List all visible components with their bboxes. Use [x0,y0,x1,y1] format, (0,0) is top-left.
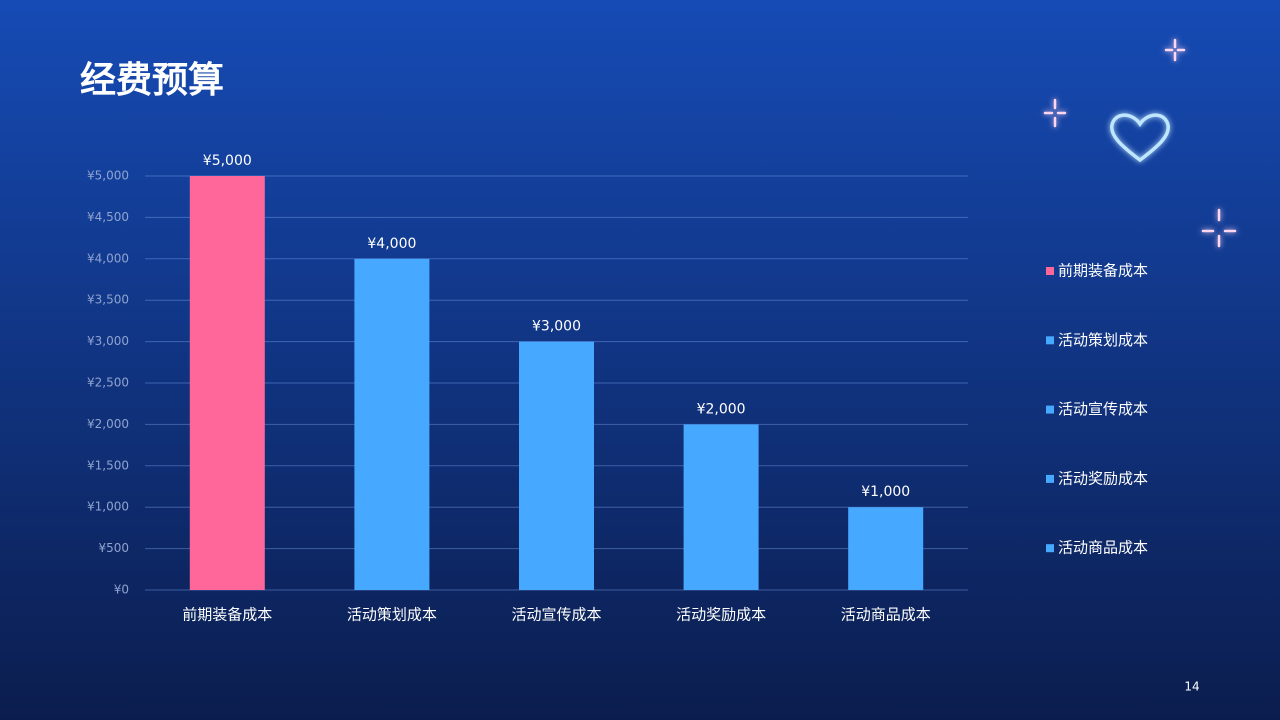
decoration [1043,38,1237,248]
x-tick-label: 前期装备成本 [182,606,272,624]
bar [683,424,759,590]
bar [354,258,430,590]
y-tick-label: ¥500 [98,541,129,555]
legend-swatch [1046,405,1054,414]
page-number: 14 [1184,680,1199,694]
y-tick-label: ¥4,500 [87,210,129,224]
legend-label: 前期装备成本 [1058,262,1148,280]
legend-label: 活动商品成本 [1058,539,1148,557]
legend-swatch [1046,544,1054,553]
y-tick-label: ¥1,000 [87,500,129,514]
y-tick-label: ¥0 [114,583,129,597]
value-label: ¥4,000 [367,236,416,252]
y-tick-label: ¥2,000 [87,417,129,431]
value-label: ¥2,000 [697,401,746,417]
x-tick-label: 活动宣传成本 [511,606,601,624]
x-tick-label: 活动奖励成本 [676,606,766,624]
legend-label: 活动策划成本 [1058,331,1148,349]
legend-swatch [1046,474,1054,483]
y-tick-label: ¥5,000 [87,169,129,183]
x-tick-label: 活动商品成本 [841,606,931,624]
bar [519,341,594,590]
legend-label: 活动宣传成本 [1058,400,1148,418]
y-tick-label: ¥4,000 [87,251,129,265]
value-label: ¥1,000 [861,484,910,500]
chart-title: 经费预算 [80,60,224,101]
value-label: ¥5,000 [203,153,252,169]
legend-swatch [1046,336,1054,345]
x-tick-label: 活动策划成本 [347,606,437,624]
legend-label: 活动奖励成本 [1058,469,1148,487]
y-tick-label: ¥2,500 [87,376,129,390]
y-tick-label: ¥1,500 [87,458,129,472]
legend-swatch [1046,267,1054,275]
bar [189,176,265,590]
value-label: ¥3,000 [532,319,581,335]
y-tick-label: ¥3,500 [87,293,129,307]
bar [848,507,924,590]
y-tick-label: ¥3,000 [87,334,129,348]
